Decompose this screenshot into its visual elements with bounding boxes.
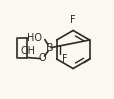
Text: HO: HO bbox=[27, 33, 41, 43]
Text: OH: OH bbox=[20, 46, 35, 56]
Text: B: B bbox=[45, 43, 53, 53]
Text: O: O bbox=[38, 53, 46, 63]
Text: F: F bbox=[70, 15, 75, 25]
Text: F: F bbox=[61, 54, 67, 64]
